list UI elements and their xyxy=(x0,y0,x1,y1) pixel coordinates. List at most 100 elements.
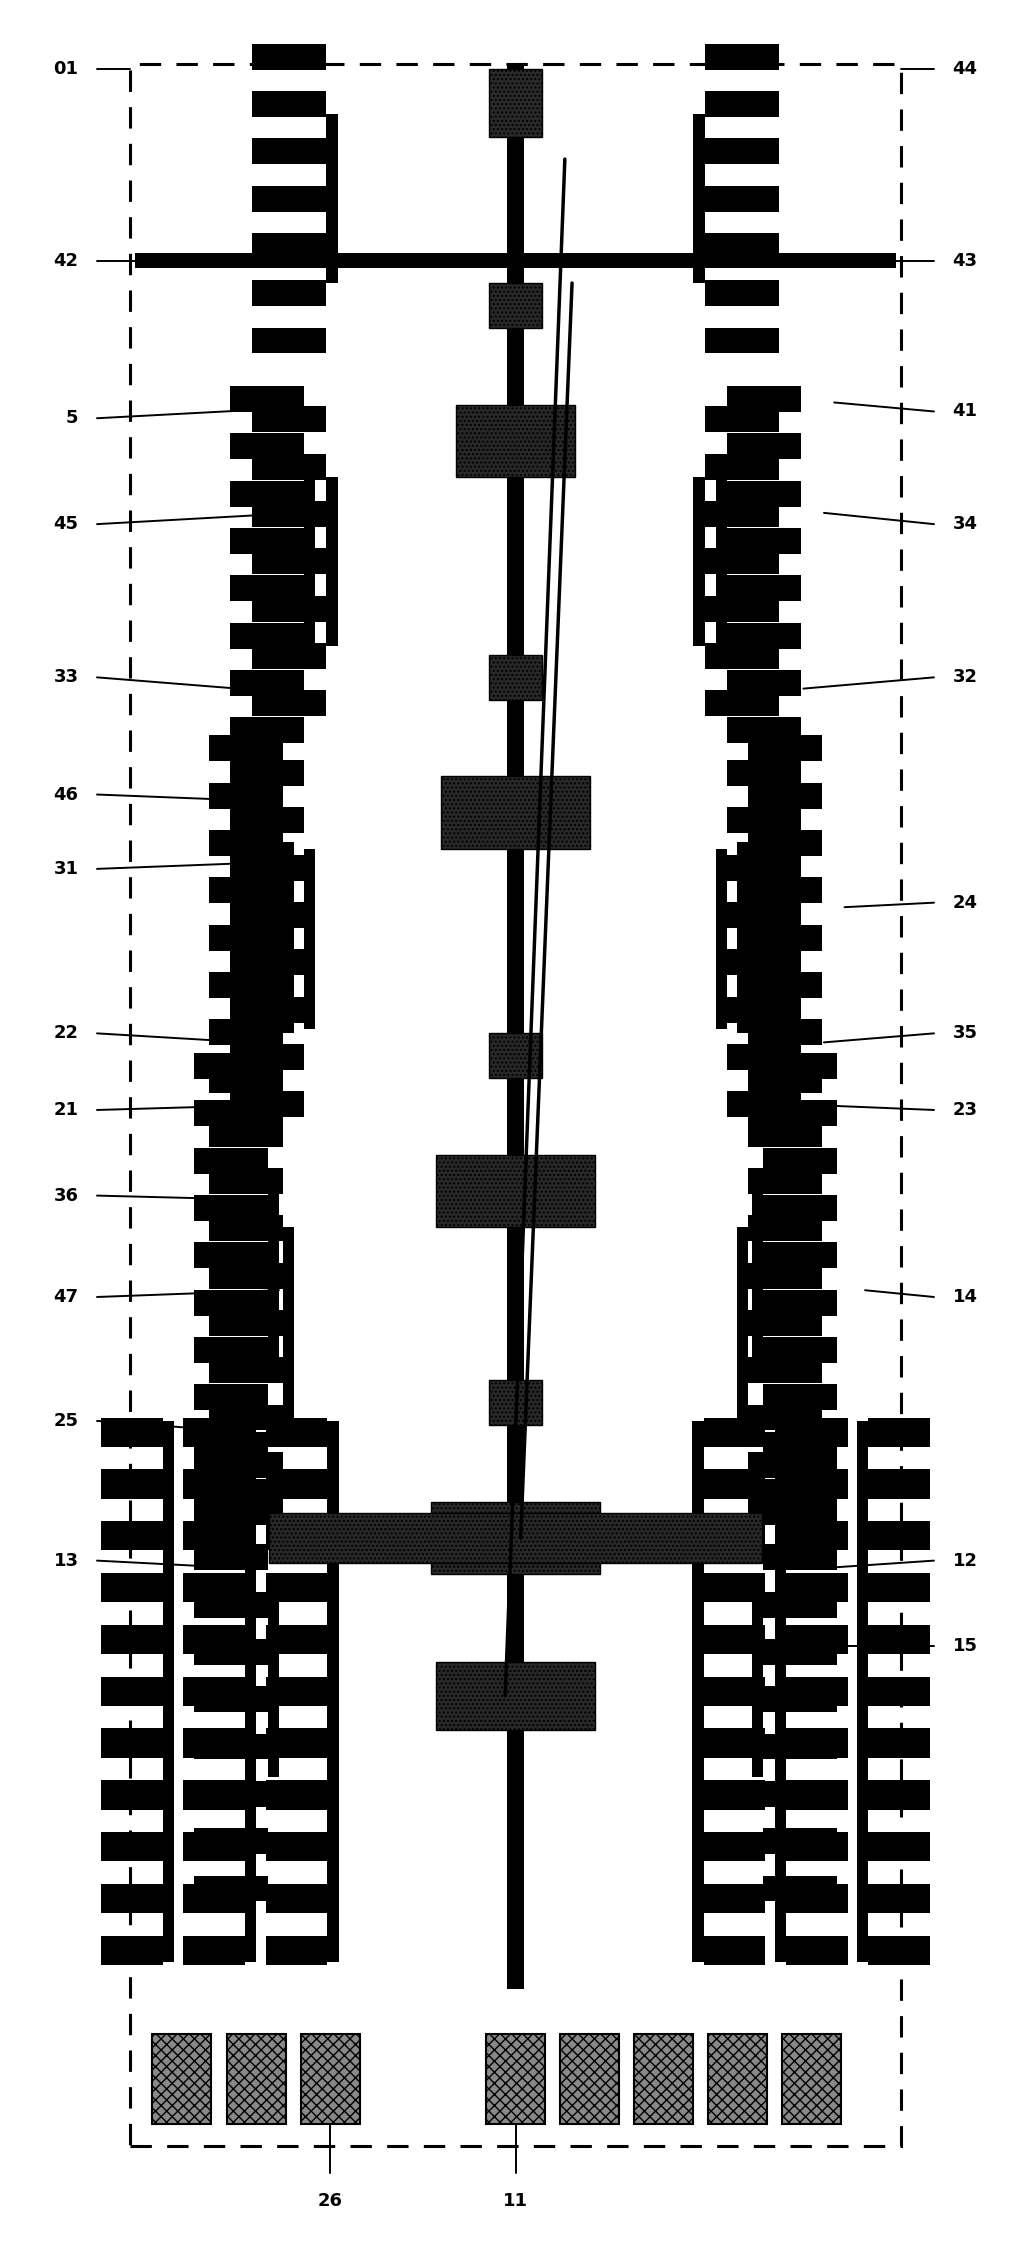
Bar xyxy=(754,1780,765,1809)
Bar xyxy=(194,1290,205,1315)
Bar xyxy=(184,1728,245,1753)
Bar xyxy=(747,972,822,997)
Bar xyxy=(521,253,896,268)
Bar xyxy=(253,501,264,528)
Bar xyxy=(747,1067,822,1092)
Bar xyxy=(754,1728,765,1757)
Bar xyxy=(253,548,326,573)
Bar xyxy=(194,1054,205,1078)
Text: 46: 46 xyxy=(54,785,78,803)
Bar xyxy=(747,925,822,950)
Bar xyxy=(790,717,801,742)
Bar xyxy=(230,481,304,505)
Text: 43: 43 xyxy=(953,250,977,268)
Bar xyxy=(790,855,801,880)
Bar xyxy=(209,1453,284,1478)
Bar xyxy=(786,1733,847,1757)
Bar xyxy=(194,1433,268,1457)
Bar xyxy=(763,1196,837,1220)
Bar xyxy=(209,783,284,808)
Bar xyxy=(836,1780,847,1809)
Bar xyxy=(790,1045,801,1069)
Bar xyxy=(253,690,326,715)
Bar xyxy=(101,1832,163,1857)
Bar xyxy=(209,830,284,855)
Text: 12: 12 xyxy=(953,1552,977,1570)
Bar xyxy=(634,2035,694,2123)
Bar xyxy=(919,1728,930,1757)
Bar xyxy=(727,670,801,695)
Bar xyxy=(253,453,264,481)
Bar xyxy=(194,1827,268,1852)
Bar xyxy=(209,1020,284,1045)
Bar xyxy=(184,1417,195,1446)
Bar xyxy=(266,1629,327,1654)
Bar xyxy=(230,481,241,508)
Bar xyxy=(763,1054,837,1078)
Bar xyxy=(747,972,822,997)
Bar xyxy=(253,596,264,623)
Bar xyxy=(826,1338,837,1363)
Bar xyxy=(266,1521,327,1545)
Bar xyxy=(786,1888,847,1913)
Bar xyxy=(489,654,542,699)
Text: 01: 01 xyxy=(54,61,78,79)
Bar xyxy=(763,1338,837,1363)
Bar xyxy=(209,1405,221,1430)
Bar xyxy=(705,138,778,162)
Bar xyxy=(194,1638,268,1663)
Bar xyxy=(919,1832,930,1861)
Bar xyxy=(194,1685,268,1710)
Bar xyxy=(810,925,822,950)
Bar xyxy=(253,43,264,70)
Bar xyxy=(266,1936,277,1965)
Bar xyxy=(810,1121,822,1146)
Bar xyxy=(230,388,304,413)
Bar xyxy=(209,1405,284,1430)
Bar xyxy=(786,1936,847,1960)
Bar xyxy=(727,483,801,508)
Bar xyxy=(868,1780,930,1805)
Bar xyxy=(727,855,801,880)
Bar xyxy=(253,598,326,623)
Bar xyxy=(253,406,326,431)
Bar xyxy=(826,1590,837,1618)
Bar xyxy=(209,735,284,760)
Bar xyxy=(209,1263,284,1288)
Bar xyxy=(101,1733,163,1757)
Bar xyxy=(763,1433,837,1457)
Bar xyxy=(266,1676,327,1701)
Bar xyxy=(767,232,778,259)
Bar xyxy=(230,578,304,602)
Bar xyxy=(194,1685,205,1712)
Bar xyxy=(790,808,801,832)
Bar xyxy=(304,848,315,1029)
Bar xyxy=(704,1681,765,1706)
Bar xyxy=(826,1733,837,1760)
Bar xyxy=(184,1733,245,1757)
Bar xyxy=(184,1572,195,1602)
Bar xyxy=(101,1884,163,1909)
Bar xyxy=(184,1681,245,1706)
Bar xyxy=(704,1624,765,1649)
Bar xyxy=(209,1169,284,1193)
Bar xyxy=(767,453,778,481)
Bar xyxy=(266,1940,327,1965)
Bar xyxy=(705,596,778,620)
Bar xyxy=(786,1624,847,1649)
Bar xyxy=(836,1936,847,1965)
Text: 14: 14 xyxy=(953,1288,977,1306)
Bar xyxy=(489,1033,542,1078)
Bar xyxy=(707,2035,767,2123)
Bar xyxy=(786,1469,847,1493)
Bar xyxy=(705,90,778,115)
Bar xyxy=(266,1572,277,1602)
Bar xyxy=(209,1067,221,1092)
Text: 41: 41 xyxy=(953,402,977,420)
Bar xyxy=(253,453,326,478)
Bar xyxy=(327,1421,338,1963)
Bar xyxy=(209,972,221,997)
Bar xyxy=(194,1498,268,1523)
Bar xyxy=(209,1114,221,1139)
Bar xyxy=(101,1836,163,1861)
